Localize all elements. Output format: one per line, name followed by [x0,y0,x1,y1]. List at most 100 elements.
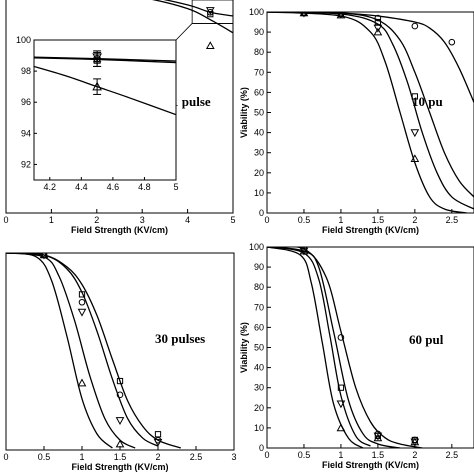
chart-panel-4: 0 0.5 1 1.5 2 2.5 0 10 20 30 40 50 60 70 80 90 100 Field … [239,242,474,470]
plot-frame [5,252,235,451]
data-point-triangle-up [336,12,346,19]
y-tick-label: 80 [254,47,264,57]
x-tick-label: 3 [140,215,145,225]
x-tick-label: 1 [338,215,343,225]
inset-x-tick-label: 4.4 [75,182,88,192]
x-tick-label: 2.5 [446,450,459,460]
data-point-circle [78,298,86,306]
data-point-square [78,291,86,298]
inset-data-point-triangle-down [92,53,102,63]
y-tick-label: 20 [254,403,264,413]
data-point-triangle-up [336,423,346,432]
x-tick-label: 2 [155,452,160,462]
data-point-circle [374,14,382,22]
data-point-square [411,93,418,100]
y-axis-ticks: 0 10 20 30 40 50 60 70 80 90 100 [249,7,271,218]
x-axis-label: Field Strength (KV/cm) [71,225,168,235]
data-point-triangle-up [373,27,383,36]
y-tick-label: 20 [254,168,264,178]
x-tick-label: 3 [231,452,236,462]
x-axis-ticks: 0 1 2 3 4 5 [3,209,236,225]
x-tick-label: 1 [79,452,84,462]
inset-x-tick-label: 4.2 [44,182,57,192]
fit-curve-2 [6,253,159,447]
inset-frame [33,39,177,181]
y-tick-label: 90 [254,262,264,272]
y-tick-label: 60 [254,322,264,332]
inset-y-tick-label: 98 [21,66,31,76]
data-point-triangle-down [77,308,87,317]
x-tick-label: 4 [185,215,190,225]
fit-curve-1 [163,0,233,17]
y-axis-ticks: 0 10 20 30 40 50 60 70 80 90 100 [249,242,271,453]
data-point-square [154,431,162,438]
data-point-triangle-up [373,433,383,442]
data-point-square [116,377,124,385]
x-axis-ticks: 0 0.5 1 1.5 2 2.5 [264,209,458,225]
inset-x-tick-label: 5 [173,182,178,192]
x-tick-label: 0.5 [298,215,311,225]
data-point-circle [411,22,419,30]
y-tick-label: 70 [254,67,264,77]
plot-area [151,0,233,50]
data-point-triangle-down [115,417,125,425]
plot-area [267,247,423,448]
fit-curve-1 [267,12,474,103]
data-point-triangle-down [410,129,420,138]
data-point-triangle-up [39,253,49,259]
x-tick-label: 0 [3,215,8,225]
fit-curve-4 [6,253,113,449]
y-tick-label: 30 [254,383,264,393]
x-axis-label: Field Strength (KV/cm) [71,462,168,472]
fit-curve-2 [267,12,474,198]
plot-frame [5,0,234,214]
x-tick-label: 0 [264,215,269,225]
x-tick-label: 2 [412,215,417,225]
y-axis-label: Viability (%) [239,322,249,373]
inset-chart: 4.2 4.4 4.6 4.8 5 92 94 96 98 100 [16,35,179,192]
fit-curve-1 [267,247,423,448]
x-tick-label: 1 [338,450,343,460]
x-tick-label: 0.5 [298,450,311,460]
x-axis-ticks: 0 0.5 1 1.5 2 2.5 [264,444,458,460]
pulse-annotation: 1 pulse [172,94,211,109]
fit-curve-3 [267,12,474,210]
chart-panel-2: 0 0.5 1 1.5 2 2.5 0 10 20 30 40 50 60 70 80 90 100 Field … [239,7,474,235]
pulse-annotation: 10 pu [412,94,443,109]
chart-panel-3: 0 0.5 1 1.5 2 2.5 3 Field Strength (KV/cm) 30 pu… [3,252,237,472]
inset-y-tick-label: 96 [21,97,31,107]
x-tick-label: 1 [49,215,54,225]
data-point-triangle-down [336,400,346,409]
x-tick-label: 1.5 [372,215,385,225]
x-tick-label: 2 [412,450,417,460]
x-tick-label: 0.5 [38,452,51,462]
fit-curve-3 [267,247,371,447]
y-tick-label: 0 [259,443,264,453]
inset-x-tick-label: 4.6 [107,182,120,192]
x-tick-label: 1.5 [114,452,127,462]
data-point-triangle-up [410,437,420,446]
x-tick-label: 5 [230,215,235,225]
y-tick-label: 70 [254,302,264,312]
pulse-annotation: 60 pul [409,332,444,347]
x-tick-label: 1.5 [372,450,385,460]
zoom-connector [175,23,193,41]
inset-data-point-triangle-up [92,81,102,91]
x-axis-label: Field Strength (KV/cm) [322,225,419,235]
data-point-triangle-up [410,154,420,163]
data-point-circle [116,391,124,399]
data-point-square [374,18,382,26]
y-tick-label: 10 [254,423,264,433]
data-point-triangle-down [373,432,383,441]
y-tick-label: 100 [249,242,264,252]
data-point-circle [448,38,456,46]
fit-curve-2 [151,0,233,34]
fit-curve-4 [267,247,364,448]
data-point-square [207,11,214,18]
y-tick-label: 60 [254,87,264,97]
inset-x-tick-label: 4.8 [138,182,151,192]
inset-y-tick-label: 92 [21,159,31,169]
data-point-triangle-down [373,24,383,33]
